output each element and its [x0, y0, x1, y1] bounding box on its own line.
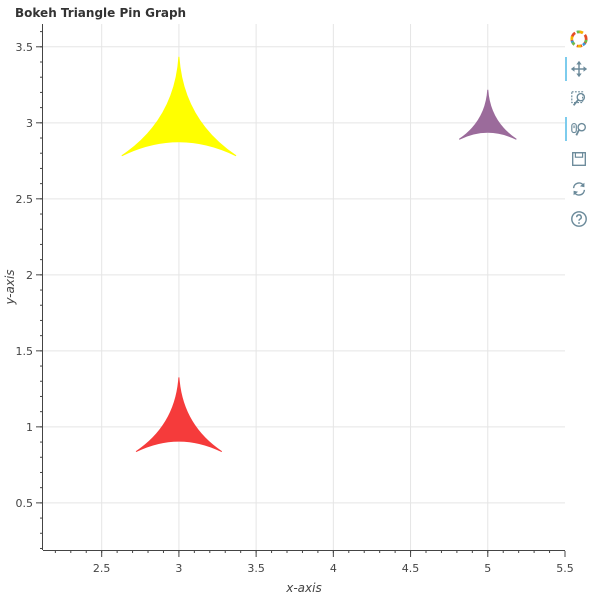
triangle-pin-marker [121, 56, 237, 157]
wheel-zoom-tool-button[interactable] [565, 114, 592, 144]
chart-title: Bokeh Triangle Pin Graph [15, 6, 187, 20]
x-tick-label: 3.5 [247, 562, 265, 575]
y-tick-label: 3.5 [16, 41, 34, 54]
x-tick-label: 2.5 [93, 562, 111, 575]
box-zoom-tool-button[interactable] [565, 84, 592, 114]
y-tick-label: 0.5 [16, 497, 34, 510]
y-tick-label: 1.5 [16, 345, 34, 358]
x-tick-label: 3 [175, 562, 182, 575]
triangle-pin-marker [458, 89, 517, 140]
help-tool-button[interactable] [565, 204, 592, 234]
bokeh-logo-icon[interactable] [565, 24, 592, 54]
y-tick-label: 3 [26, 117, 33, 130]
x-tick-label: 4 [330, 562, 337, 575]
reset-tool-icon [572, 182, 585, 196]
wheel-zoom-tool-icon [570, 122, 586, 136]
save-tool-button[interactable] [565, 144, 592, 174]
save-tool-icon [571, 152, 586, 166]
triangle-pin-marker [135, 377, 223, 453]
x-tick-label: 4.5 [402, 562, 420, 575]
toolbar [565, 24, 592, 234]
x-axis-label: x-axis [285, 581, 321, 595]
pan-tool-button[interactable] [565, 54, 592, 84]
y-axis-label: y-axis [3, 269, 17, 305]
y-tick-label: 2.5 [16, 193, 34, 206]
box-zoom-tool-icon [570, 91, 585, 106]
x-tick-label: 5.5 [556, 562, 574, 575]
y-tick-label: 1 [26, 421, 33, 434]
reset-tool-button[interactable] [565, 174, 592, 204]
pan-tool-icon [570, 60, 587, 78]
help-tool-icon [570, 211, 587, 227]
x-tick-label: 5 [484, 562, 491, 575]
y-tick-label: 2 [26, 269, 33, 282]
